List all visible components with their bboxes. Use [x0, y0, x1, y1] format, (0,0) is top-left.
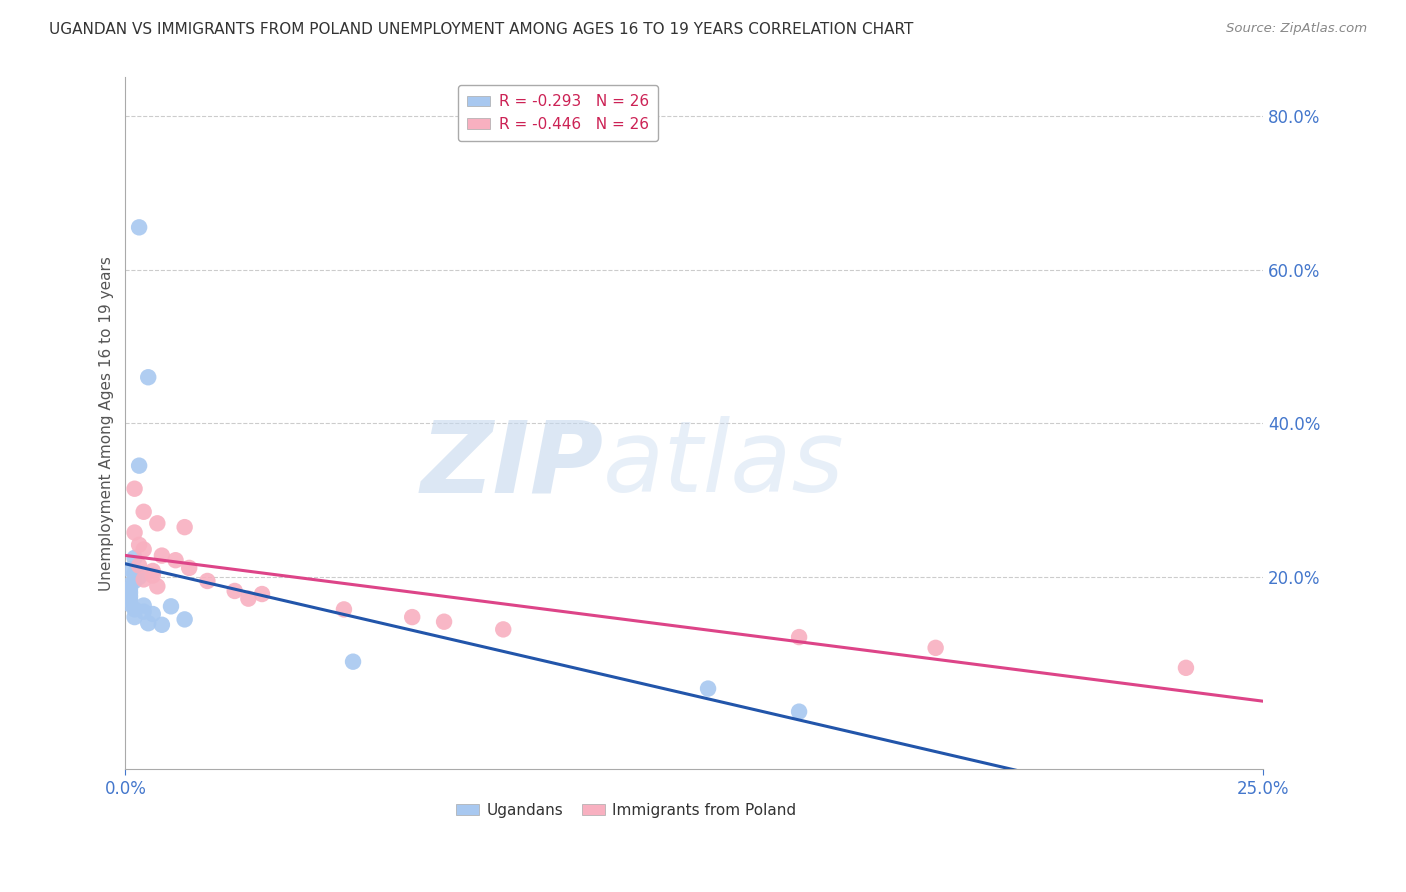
Point [128, 558, 150, 573]
Point [146, 579, 169, 593]
Point [118, 578, 141, 592]
Point [118, 597, 141, 611]
Point [118, 585, 141, 599]
Point [146, 516, 169, 531]
Point [124, 602, 146, 616]
Legend: Ugandans, Immigrants from Poland: Ugandans, Immigrants from Poland [450, 797, 803, 824]
Point [128, 538, 150, 552]
Point [142, 607, 165, 621]
Point [118, 562, 141, 576]
Point [142, 568, 165, 582]
Point [132, 599, 155, 613]
Point [224, 584, 246, 599]
Point [132, 505, 155, 519]
Point [160, 599, 183, 614]
Text: Source: ZipAtlas.com: Source: ZipAtlas.com [1226, 22, 1367, 36]
Point [197, 574, 219, 588]
Point [118, 593, 141, 607]
Text: atlas: atlas [603, 417, 845, 514]
Point [401, 610, 423, 624]
Text: ZIP: ZIP [420, 417, 603, 514]
Point [173, 612, 195, 626]
Point [697, 681, 720, 696]
Point [124, 525, 146, 540]
Point [142, 564, 165, 578]
Point [128, 458, 150, 473]
Point [165, 553, 187, 567]
Point [128, 220, 150, 235]
Point [132, 542, 155, 557]
Point [433, 615, 456, 629]
Text: UGANDAN VS IMMIGRANTS FROM POLAND UNEMPLOYMENT AMONG AGES 16 TO 19 YEARS CORRELA: UGANDAN VS IMMIGRANTS FROM POLAND UNEMPL… [49, 22, 914, 37]
Point [136, 616, 159, 631]
Point [150, 549, 173, 563]
Point [787, 705, 810, 719]
Point [124, 566, 146, 581]
Point [124, 550, 146, 565]
Point [128, 570, 150, 584]
Point [118, 582, 141, 596]
Point [124, 610, 146, 624]
Point [124, 574, 146, 588]
Point [118, 590, 141, 604]
Point [124, 482, 146, 496]
Point [136, 370, 159, 384]
Point [173, 520, 195, 534]
Point [132, 605, 155, 619]
Y-axis label: Unemployment Among Ages 16 to 19 years: Unemployment Among Ages 16 to 19 years [100, 256, 114, 591]
Point [132, 573, 155, 587]
Point [238, 591, 260, 606]
Point [1175, 661, 1198, 675]
Point [342, 655, 364, 669]
Point [333, 602, 356, 616]
Point [250, 587, 273, 601]
Point [924, 640, 946, 655]
Point [179, 561, 201, 575]
Point [150, 617, 173, 632]
Point [492, 623, 515, 637]
Point [787, 630, 810, 644]
